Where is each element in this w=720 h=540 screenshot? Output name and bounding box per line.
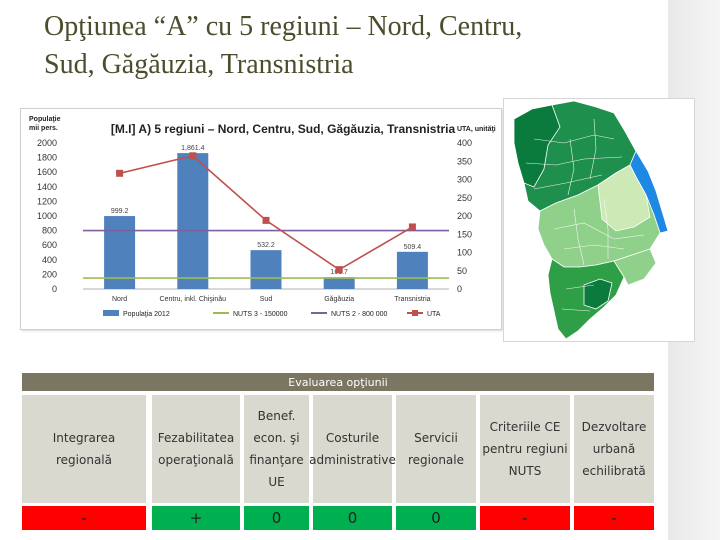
evaluation-criterion: Benef. econ. şi finanţare UE	[244, 395, 309, 503]
bar-data-label: 509.4	[404, 244, 422, 251]
bar-population	[396, 251, 428, 289]
y-tick-label: 1400	[37, 182, 57, 192]
legend-label: NUTS 3 - 150000	[233, 311, 288, 318]
x-tick-label: Nord	[112, 296, 127, 303]
bar-population	[104, 216, 136, 289]
bar-population	[323, 277, 355, 289]
y2-tick-label: 200	[457, 211, 472, 221]
evaluation-score: 0	[396, 506, 476, 530]
y-axis-label: Populaţie	[29, 116, 61, 123]
y-tick-label: 400	[42, 255, 57, 265]
y-tick-label: 1800	[37, 153, 57, 163]
evaluation-score: 0	[244, 506, 309, 530]
regions-map	[503, 98, 695, 342]
y-tick-label: 200	[42, 269, 57, 279]
y2-axis-label: UTA, unităţi	[457, 126, 496, 133]
y-tick-label: 2000	[37, 138, 57, 148]
evaluation-score: 0	[313, 506, 392, 530]
x-tick-label: Transnistria	[394, 296, 430, 303]
uta-marker	[335, 266, 343, 274]
map-region-centru-east	[597, 164, 651, 232]
evaluation-criterion: Servicii regionale	[396, 395, 476, 503]
evaluation-criterion: Dezvoltare urbană echilibrată	[574, 395, 654, 503]
uta-marker	[262, 216, 270, 224]
evaluation-score: +	[152, 506, 240, 530]
y-tick-label: 1600	[37, 167, 57, 177]
uta-marker	[189, 152, 197, 160]
y-tick-label: 0	[52, 284, 57, 294]
map-region-sud-east	[613, 248, 657, 286]
y2-tick-label: 0	[457, 284, 462, 294]
legend-swatch	[103, 310, 119, 316]
x-tick-label: Centru, inkl. Chişinău	[160, 296, 227, 303]
evaluation-table: Evaluarea opţiunii Integrarea regională -…	[22, 373, 654, 530]
chart-title: [M.I] A) 5 regiuni – Nord, Centru, Sud, …	[111, 122, 456, 136]
bar-data-label: 1,861.4	[181, 145, 204, 152]
x-tick-label: Sud	[260, 296, 273, 303]
bar-population	[250, 250, 282, 289]
x-tick-label: Găgăuzia	[324, 296, 354, 303]
legend-label: Populaţia 2012	[123, 311, 170, 318]
y2-tick-label: 350	[457, 156, 472, 166]
evaluation-header: Evaluarea opţiunii	[22, 373, 654, 391]
y2-tick-label: 300	[457, 175, 472, 185]
uta-marker	[116, 169, 124, 177]
moldova-map-graphic	[513, 100, 669, 340]
legend-label: UTA	[427, 311, 441, 318]
slide-title-line-1: Opţiunea “A” cu 5 regiuni – Nord, Centru…	[44, 11, 523, 42]
y2-tick-label: 50	[457, 266, 467, 276]
evaluation-score: -	[22, 506, 146, 530]
y2-tick-label: 150	[457, 229, 472, 239]
y-tick-label: 800	[42, 226, 57, 236]
y-axis-label-unit: mii pers.	[29, 125, 58, 132]
y-tick-label: 1000	[37, 211, 57, 221]
bar-data-label: 532.2	[257, 242, 275, 249]
population-chart: [M.I] A) 5 regiuni – Nord, Centru, Sud, …	[20, 108, 502, 330]
slide-title-line-2: Sud, Găgăuzia, Transnistria	[44, 49, 354, 80]
slide-title: Opţiunea “A” cu 5 regiuni – Nord, Centru…	[44, 8, 644, 84]
evaluation-criterion: Fezabilitatea operaţională	[152, 395, 240, 503]
bar-population	[177, 153, 209, 289]
chart-canvas: [M.I] A) 5 regiuni – Nord, Centru, Sud, …	[29, 116, 496, 318]
evaluation-score: -	[574, 506, 654, 530]
evaluation-criterion: Criteriile CE pentru regiuni NUTS	[480, 395, 570, 503]
uta-marker	[408, 223, 416, 231]
legend-marker	[412, 310, 418, 316]
evaluation-criterion: Integrarea regională	[22, 395, 146, 503]
map-region-gagauzia	[583, 278, 613, 310]
y2-tick-label: 250	[457, 193, 472, 203]
y-tick-label: 600	[42, 240, 57, 250]
y2-tick-label: 400	[457, 138, 472, 148]
y2-tick-label: 100	[457, 248, 472, 258]
map-district-borders	[525, 118, 645, 312]
y-tick-label: 1200	[37, 196, 57, 206]
evaluation-score: -	[480, 506, 570, 530]
evaluation-header-gap	[22, 391, 654, 395]
evaluation-criterion: Costurile administrative	[309, 395, 396, 503]
bar-data-label: 999.2	[111, 208, 129, 215]
map-region-nord-west	[513, 104, 561, 188]
legend-label: NUTS 2 - 800 000	[331, 311, 388, 318]
